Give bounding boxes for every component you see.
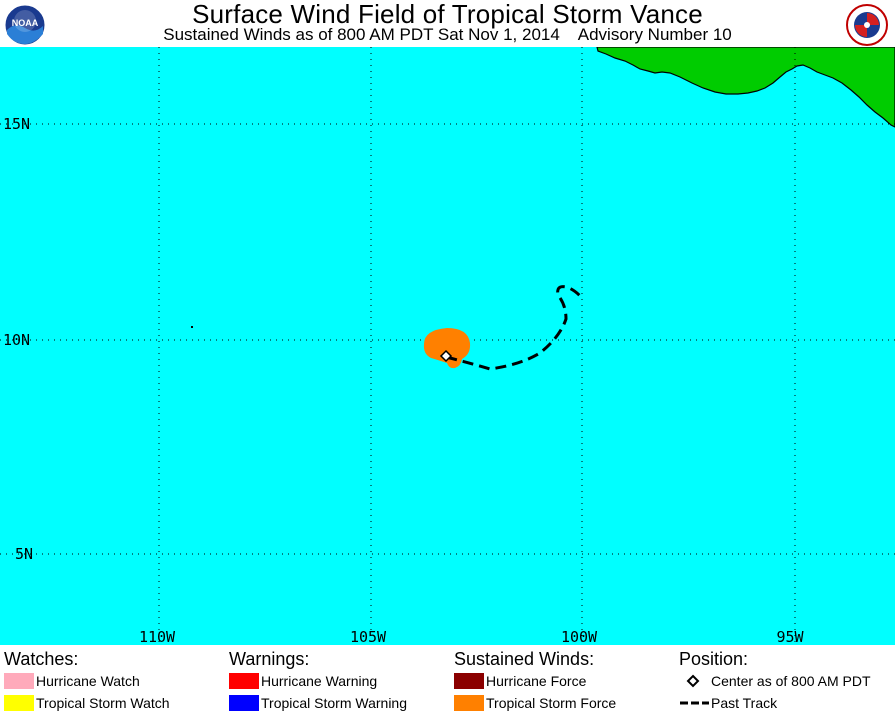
- legend-heading-watches: Watches:: [4, 649, 79, 669]
- small-island: [191, 326, 193, 328]
- tropical-storm-warning-swatch: [229, 695, 259, 711]
- hurricane-force-swatch: [454, 673, 484, 689]
- lon-label-95w: 95W: [776, 628, 804, 645]
- legend-item-tropical-storm-warning: Tropical Storm Warning: [229, 692, 407, 714]
- legend-item-tropical-storm-watch: Tropical Storm Watch: [4, 692, 170, 714]
- legend-heading-position: Position:: [679, 649, 749, 669]
- storm-center-marker: [439, 349, 453, 363]
- legend-label: Past Track: [711, 695, 778, 711]
- nws-logo-icon: [846, 4, 888, 46]
- wind-field-map: 15N 10N 5N 110W 105W 100W 95W: [0, 46, 895, 650]
- lat-label-15n: 15N: [3, 115, 30, 133]
- lon-label-105w: 105W: [350, 628, 387, 645]
- legend-heading-winds: Sustained Winds:: [454, 649, 595, 669]
- legend-item-hurricane-warning: Hurricane Warning: [229, 670, 407, 692]
- hurricane-warning-swatch: [229, 673, 259, 689]
- legend-heading-warnings: Warnings:: [229, 649, 310, 669]
- map-grid: [0, 47, 895, 645]
- legend: Watches: Hurricane Watch Tropical Storm …: [0, 645, 895, 716]
- tropical-storm-watch-swatch: [4, 695, 34, 711]
- lon-label-110w: 110W: [139, 628, 176, 645]
- legend-label: Center as of 800 AM PDT: [711, 673, 871, 689]
- lat-label-10n: 10N: [3, 331, 30, 349]
- legend-label: Tropical Storm Force: [486, 695, 617, 711]
- tropical-storm-force-swatch: [454, 695, 484, 711]
- legend-position: Position: Center as of 800 AM PDT Past T…: [679, 648, 871, 714]
- legend-winds: Sustained Winds: Hurricane Force Tropica…: [454, 648, 616, 714]
- legend-watches: Watches: Hurricane Watch Tropical Storm …: [4, 648, 170, 714]
- legend-label: Tropical Storm Watch: [36, 695, 170, 711]
- past-track-line: [445, 285, 584, 371]
- legend-item-tropical-storm-force: Tropical Storm Force: [454, 692, 616, 714]
- legend-warnings: Warnings: Hurricane Warning Tropical Sto…: [229, 648, 407, 714]
- lon-label-100w: 100W: [561, 628, 598, 645]
- tropical-storm-force-wind-field: [423, 328, 471, 369]
- page-subtitle: Sustained Winds as of 800 AM PDT Sat Nov…: [163, 25, 732, 44]
- legend-item-hurricane-watch: Hurricane Watch: [4, 670, 170, 692]
- svg-text:NOAA: NOAA: [12, 18, 39, 28]
- legend-label: Hurricane Watch: [36, 673, 140, 689]
- legend-item-past-track: Past Track: [679, 692, 871, 714]
- noaa-logo-icon: NOAA: [4, 4, 46, 46]
- lat-label-5n: 5N: [15, 545, 33, 563]
- land-mexico: [596, 46, 895, 128]
- legend-item-hurricane-force: Hurricane Force: [454, 670, 616, 692]
- header: NOAA Surface Wind Field of Tropical Stor…: [0, 0, 895, 47]
- legend-label: Tropical Storm Warning: [261, 695, 408, 711]
- past-track-dash-icon: [679, 695, 709, 711]
- page-title: Surface Wind Field of Tropical Storm Van…: [192, 0, 703, 29]
- legend-label: Hurricane Force: [486, 673, 587, 689]
- legend-item-center: Center as of 800 AM PDT: [679, 670, 871, 692]
- center-diamond-icon: [679, 673, 709, 689]
- hurricane-watch-swatch: [4, 673, 34, 689]
- legend-label: Hurricane Warning: [261, 673, 378, 689]
